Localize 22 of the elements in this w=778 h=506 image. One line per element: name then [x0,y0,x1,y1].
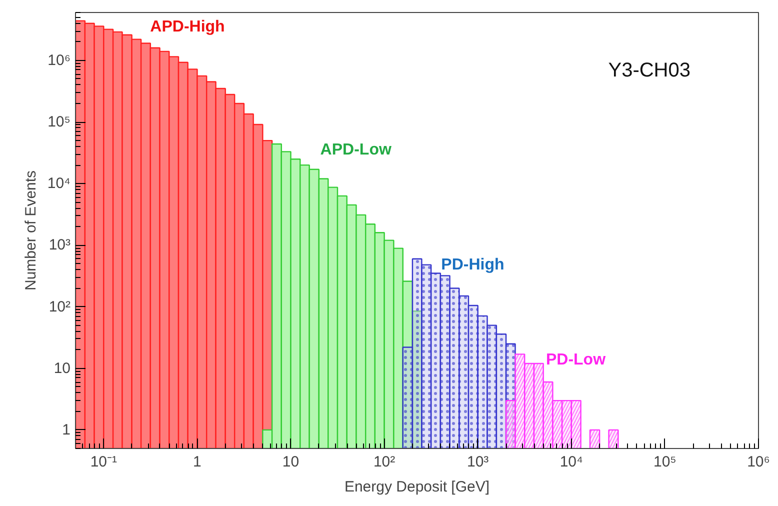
x-tick-label: 10⁵ [654,454,676,470]
text: Y3-CH03 [608,60,691,82]
y-tick-label: 10 [54,360,71,377]
y-tick-label: 10³ [48,236,71,254]
x-tick-label: 1 [193,454,202,470]
series-label: APD-High [150,18,225,36]
x-tick-label: 10³ [467,454,489,470]
x-tick-label: 10⁶ [747,454,770,470]
x-tick-label: 10⁻¹ [90,454,118,470]
series-label: APD-Low [320,141,392,158]
y-tick-label: 10⁶ [48,52,70,69]
y-axis-title: Number of Events [22,170,40,291]
x-tick-label: 10² [373,454,396,470]
x-tick-label: 10 [282,454,300,470]
x-tick-label: 10⁴ [560,454,583,470]
series-label: PD-Low [546,352,606,369]
y-tick-label: 10⁵ [48,114,71,131]
series-label: PD-High [441,256,504,274]
x-axis-title: Energy Deposit [GeV] [344,478,490,496]
y-tick-label: 10² [48,298,71,316]
y-tick-label: 1 [62,421,70,438]
y-tick-label: 10⁴ [47,175,71,192]
